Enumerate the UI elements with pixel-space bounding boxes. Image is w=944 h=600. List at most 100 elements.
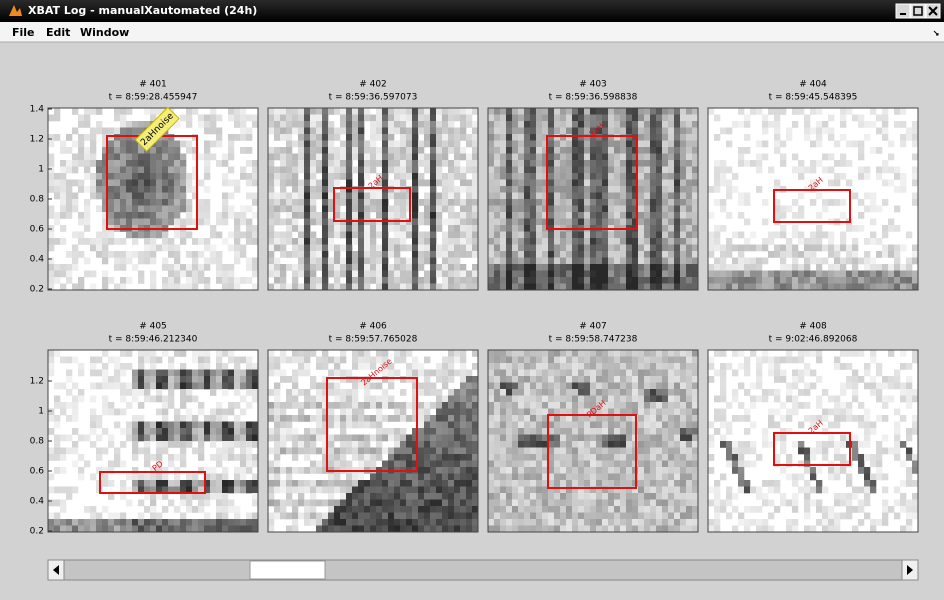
spectrogram-cell [346,258,352,265]
spectrogram-cell [406,415,412,422]
spectrogram-cell [328,147,334,154]
spectrogram-cell [132,128,138,135]
spectrogram-cell [650,251,656,258]
spectrogram-cell [376,422,382,429]
spectrogram-cell [460,389,466,396]
spectrogram-cell [714,238,720,245]
spectrogram-cell [542,370,548,377]
spectrogram-cell [424,121,430,128]
spectrogram-cell [774,108,780,115]
spectrogram-cell [614,199,620,206]
spectrogram-cell [780,108,786,115]
spectrogram-cell [632,238,638,245]
spectrogram-cell [566,212,572,219]
spectrogram-cell [572,493,578,500]
spectrogram-cell [108,128,114,135]
spectrogram-cell [376,383,382,390]
spectrogram-cell [834,141,840,148]
spectrogram-cell [840,245,846,252]
spectrogram-cell [102,519,108,526]
spectrogram-cell [560,160,566,167]
menu-item[interactable]: Edit [46,26,70,39]
spectrogram-cell [454,238,460,245]
spectrogram-cell [358,500,364,507]
spectrogram-cell [102,350,108,357]
spectrogram-cell [358,154,364,161]
spectrogram-cell [120,264,126,271]
spectrogram-cell [292,121,298,128]
spectrogram-cell [578,506,584,513]
menu-item[interactable]: Window [80,26,129,39]
spectrogram-cell [472,141,478,148]
spectrogram-cell [274,370,280,377]
spectrogram-cell [560,350,566,357]
spectrogram-cell [352,396,358,403]
spectrogram-cell [506,519,512,526]
spectrogram-cell [274,167,280,174]
spectrogram-cell [298,350,304,357]
spectrogram-cell [454,402,460,409]
spectrogram-cell [198,448,204,455]
menu-item[interactable]: File [12,26,35,39]
spectrogram-cell [442,277,448,284]
spectrogram-cell [578,199,584,206]
spectrogram-cell [686,232,692,239]
spectrogram-cell [436,506,442,513]
spectrogram-cell [578,415,584,422]
window-controls[interactable] [896,4,940,18]
spectrogram-cell [692,264,698,271]
spectrogram-cell [246,448,252,455]
spectrogram-cell [548,154,554,161]
spectrogram-cell [536,212,542,219]
spectrogram-cell [252,474,258,481]
spectrogram-cell [114,167,120,174]
spectrogram-cell [662,277,668,284]
spectrogram-cell [174,383,180,390]
spectrogram-cell [590,232,596,239]
spectrogram-cell [150,493,156,500]
spectrogram-cell [674,193,680,200]
spectrogram-cell [60,271,66,278]
spectrogram-cell [394,277,400,284]
spectrogram-cell [286,500,292,507]
maximize-button[interactable] [911,4,925,18]
spectrogram-cell [638,128,644,135]
spectrogram-cell [494,186,500,193]
spectrogram-cell [114,238,120,245]
spectrogram-cell [412,506,418,513]
spectrogram-cell [48,357,54,364]
spectrogram-cell [108,376,114,383]
spectrogram-cell [132,193,138,200]
spectrogram-cell [912,167,918,174]
spectrogram-cell [186,500,192,507]
spectrogram-cell [524,513,530,520]
spectrogram-cell [364,350,370,357]
spectrogram-cell [138,474,144,481]
spectrogram-cell [180,350,186,357]
spectrogram-cell [60,284,66,291]
spectrogram-cell [358,128,364,135]
spectrogram-cell [436,513,442,520]
spectrogram-cell [382,284,388,291]
spectrogram-cell [626,199,632,206]
spectrogram-cell [448,284,454,291]
spectrogram-cell [720,167,726,174]
spectrogram-cell [506,206,512,213]
spectrogram-cell [494,154,500,161]
spectrogram-cell [352,454,358,461]
spectrogram-cell [144,461,150,468]
spectrogram-cell [442,238,448,245]
spectrogram-cell [466,526,472,533]
spectrogram-cell [204,199,210,206]
spectrogram-cell [674,271,680,278]
spectrogram-cell [108,154,114,161]
spectrogram-cell [186,186,192,193]
minimize-button[interactable] [896,4,910,18]
spectrogram-cell [524,225,530,232]
menu-bar [0,22,944,42]
spectrogram-cell [90,415,96,422]
spectrogram-cell [430,245,436,252]
spectrogram-cell [466,409,472,416]
spectrogram-cell [364,167,370,174]
spectrogram-cell [240,526,246,533]
